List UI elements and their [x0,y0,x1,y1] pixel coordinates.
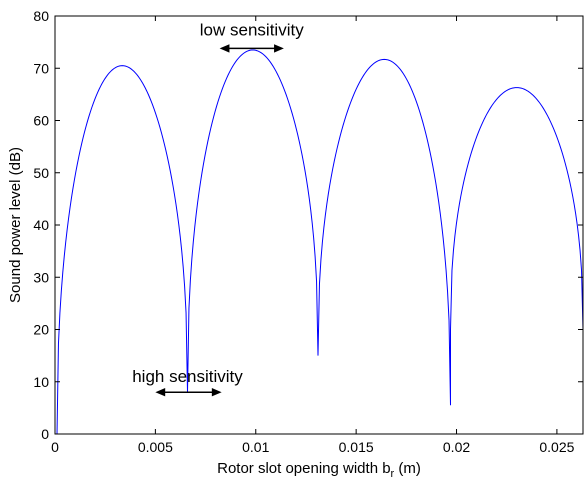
plot-area [55,16,583,434]
tick-layer: 0 0.005 0.01 0.015 0.02 0.025 0 10 20 30 40 50 60 70 8… [33,8,583,455]
axes-frame [54,15,584,435]
annotation-arrowhead-right [211,388,222,397]
x-tick-label: 0.005 [138,439,173,455]
x-axis-label-unit: (m) [394,460,421,477]
annotation-high-sensitivity: high sensitivity [132,367,243,386]
annotation-arrowhead-left [219,44,230,53]
y-tick-label: 60 [33,113,49,129]
curve-layer [56,49,584,435]
annotation-arrowhead-right [274,44,284,53]
x-tick-label: 0.025 [539,439,574,455]
y-tick-label: 70 [33,60,49,76]
x-tick-label: 0 [51,439,59,455]
y-tick-label: 0 [41,426,49,442]
annotation-arrowhead-left [155,388,166,397]
y-tick-label: 30 [33,269,49,285]
y-tick-label: 20 [33,322,49,338]
annotation-layer: low sensitivity high sensitivity [132,20,304,397]
y-axis-label: Sound power level (dB) [7,147,24,303]
y-tick-label: 40 [33,217,49,233]
x-tick-label: 0.015 [339,439,374,455]
series-line [56,49,584,435]
y-tick-label: 80 [33,8,49,24]
y-tick-label: 50 [33,165,49,181]
x-axis-label-subscript: r [391,468,395,480]
x-tick-label: 0.01 [242,439,269,455]
x-axis-label: Rotor slot opening width br (m) [217,460,421,480]
annotation-low-sensitivity: low sensitivity [200,20,304,39]
x-tick-label: 0.02 [443,439,470,455]
y-tick-label: 10 [33,374,49,390]
